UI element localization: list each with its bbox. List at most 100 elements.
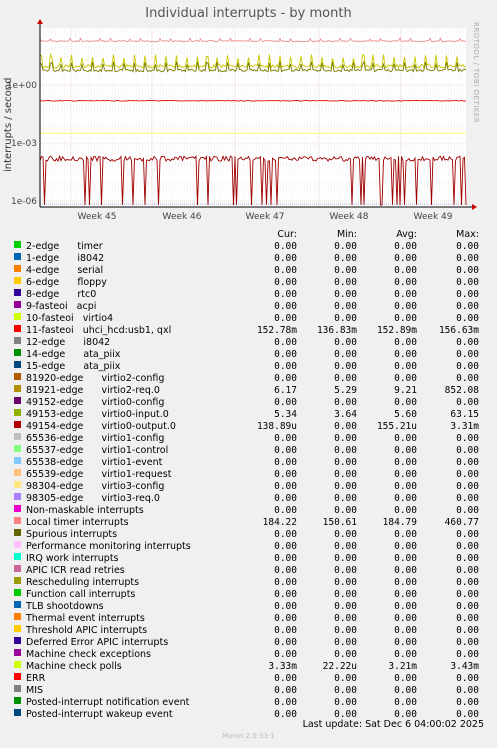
legend-min: 0.00 bbox=[334, 481, 357, 492]
legend-label: 49154-edge virtio0-output.0 bbox=[26, 421, 176, 432]
legend-max: 156.63m bbox=[438, 325, 479, 336]
series-line bbox=[39, 99, 467, 102]
legend-row: 81920-edge virtio2-config 0.00 0.00 0.00 0.0… bbox=[0, 373, 497, 385]
legend-avg: 0.00 bbox=[394, 613, 417, 624]
legend-max: 0.00 bbox=[456, 589, 479, 600]
legend-cur: 0.00 bbox=[274, 481, 297, 492]
legend-label: 1-edge i8042 bbox=[26, 253, 105, 264]
legend-label: 65536-edge virtio1-config bbox=[26, 433, 165, 444]
legend-max: 0.00 bbox=[456, 577, 479, 588]
legend-min: 0.00 bbox=[334, 649, 357, 660]
legend-avg: 0.00 bbox=[394, 697, 417, 708]
legend-cur: 0.00 bbox=[274, 685, 297, 696]
legend-avg: 0.00 bbox=[394, 649, 417, 660]
legend-cur: 0.00 bbox=[274, 265, 297, 276]
header-max: Max: bbox=[456, 229, 479, 240]
header-cur: Cur: bbox=[277, 229, 297, 240]
legend-min: 0.00 bbox=[334, 601, 357, 612]
legend-row: 65536-edge virtio1-config 0.00 0.00 0.00 0.0… bbox=[0, 433, 497, 445]
legend-label: Machine check polls bbox=[26, 661, 122, 672]
legend-max: 3.31m bbox=[450, 421, 479, 432]
legend-min: 0.00 bbox=[334, 253, 357, 264]
legend-max: 0.00 bbox=[456, 697, 479, 708]
legend-cur: 0.00 bbox=[274, 457, 297, 468]
legend-max: 0.00 bbox=[456, 541, 479, 552]
legend-max: 0.00 bbox=[456, 613, 479, 624]
legend-min: 0.00 bbox=[334, 361, 357, 372]
legend-min: 0.00 bbox=[334, 529, 357, 540]
legend-avg: 0.00 bbox=[394, 349, 417, 360]
legend-avg: 0.00 bbox=[394, 301, 417, 312]
legend-avg: 0.00 bbox=[394, 565, 417, 576]
legend-row: Performance monitoring interrupts 0.00 0.0… bbox=[0, 541, 497, 553]
legend-swatch bbox=[14, 541, 21, 548]
legend-cur: 0.00 bbox=[274, 433, 297, 444]
y-axis-arrow bbox=[37, 19, 43, 24]
legend-min: 0.00 bbox=[334, 349, 357, 360]
legend-swatch bbox=[14, 325, 21, 332]
legend-swatch bbox=[14, 637, 21, 644]
legend-cur: 0.00 bbox=[274, 445, 297, 456]
legend-label: 11-fasteoi uhci_hcd:usb1, qxl bbox=[26, 325, 172, 336]
legend-max: 0.00 bbox=[456, 685, 479, 696]
legend-swatch bbox=[14, 613, 21, 620]
legend-min: 0.00 bbox=[334, 637, 357, 648]
legend-swatch bbox=[14, 385, 21, 392]
legend-max: 0.00 bbox=[456, 265, 479, 276]
legend-cur: 0.00 bbox=[274, 493, 297, 504]
legend-swatch bbox=[14, 709, 21, 716]
legend-max: 0.00 bbox=[456, 625, 479, 636]
x-tick-label: Week 48 bbox=[330, 212, 369, 222]
legend-min: 0.00 bbox=[334, 445, 357, 456]
legend-row: MIS 0.00 0.00 0.00 0.00 bbox=[0, 685, 497, 697]
legend-row: 65539-edge virtio1-request 0.00 0.00 0.00 0.… bbox=[0, 469, 497, 481]
x-tick-label: Week 47 bbox=[246, 212, 285, 222]
legend-label: Spurious interrupts bbox=[26, 529, 118, 540]
legend-max: 0.00 bbox=[456, 493, 479, 504]
legend-cur: 184.22 bbox=[262, 517, 297, 528]
legend-min: 0.00 bbox=[334, 685, 357, 696]
legend-row: 6-edge floppy 0.00 0.00 0.00 0.00 bbox=[0, 277, 497, 289]
legend-cur: 0.00 bbox=[274, 673, 297, 684]
y-tick-label: 1e-03 bbox=[11, 139, 37, 149]
legend-avg: 0.00 bbox=[394, 601, 417, 612]
legend-swatch bbox=[14, 697, 21, 704]
legend-row: 49152-edge virtio0-config 0.00 0.00 0.00 0.0… bbox=[0, 397, 497, 409]
legend-cur: 0.00 bbox=[274, 241, 297, 252]
last-update: Last update: Sat Dec 6 04:00:02 2025 bbox=[302, 719, 484, 730]
legend-swatch bbox=[14, 457, 21, 464]
legend-label: 98304-edge virtio3-config bbox=[26, 481, 165, 492]
series-line bbox=[39, 37, 467, 43]
legend-label: Machine check exceptions bbox=[26, 649, 151, 660]
legend-swatch bbox=[14, 301, 21, 308]
legend-avg: 0.00 bbox=[394, 577, 417, 588]
legend-swatch bbox=[14, 421, 21, 428]
legend-max: 3.43m bbox=[450, 661, 479, 672]
legend-avg: 3.21m bbox=[388, 661, 417, 672]
legend-row: Machine check exceptions 0.00 0.00 0.00 0.00 bbox=[0, 649, 497, 661]
legend-row: Posted-interrupt wakeup event 0.00 0.00 0.0… bbox=[0, 709, 497, 721]
legend-max: 0.00 bbox=[456, 457, 479, 468]
legend-avg: 0.00 bbox=[394, 457, 417, 468]
legend-max: 0.00 bbox=[456, 649, 479, 660]
legend-label: 81921-edge virtio2-req.0 bbox=[26, 385, 160, 396]
legend-swatch bbox=[14, 625, 21, 632]
legend-swatch bbox=[14, 553, 21, 560]
legend-avg: 0.00 bbox=[394, 289, 417, 300]
series-line bbox=[39, 52, 467, 70]
legend-label: IRQ work interrupts bbox=[26, 553, 119, 564]
legend-avg: 0.00 bbox=[394, 265, 417, 276]
legend-max: 0.00 bbox=[456, 673, 479, 684]
legend-cur: 0.00 bbox=[274, 625, 297, 636]
legend-row: 8-edge rtc0 0.00 0.00 0.00 0.00 bbox=[0, 289, 497, 301]
munin-version: Munin 2.0.33-1 bbox=[222, 732, 275, 740]
legend-avg: 0.00 bbox=[394, 673, 417, 684]
legend-min: 0.00 bbox=[334, 469, 357, 480]
legend-min: 0.00 bbox=[334, 397, 357, 408]
legend-avg: 0.00 bbox=[394, 541, 417, 552]
legend-label: 4-edge serial bbox=[26, 265, 104, 276]
legend-row: ERR 0.00 0.00 0.00 0.00 bbox=[0, 673, 497, 685]
chart-title: Individual interrupts - by month bbox=[145, 6, 352, 21]
legend-label: Posted-interrupt notification event bbox=[26, 697, 190, 708]
legend-row: 65538-edge virtio1-event 0.00 0.00 0.00 0.00 bbox=[0, 457, 497, 469]
